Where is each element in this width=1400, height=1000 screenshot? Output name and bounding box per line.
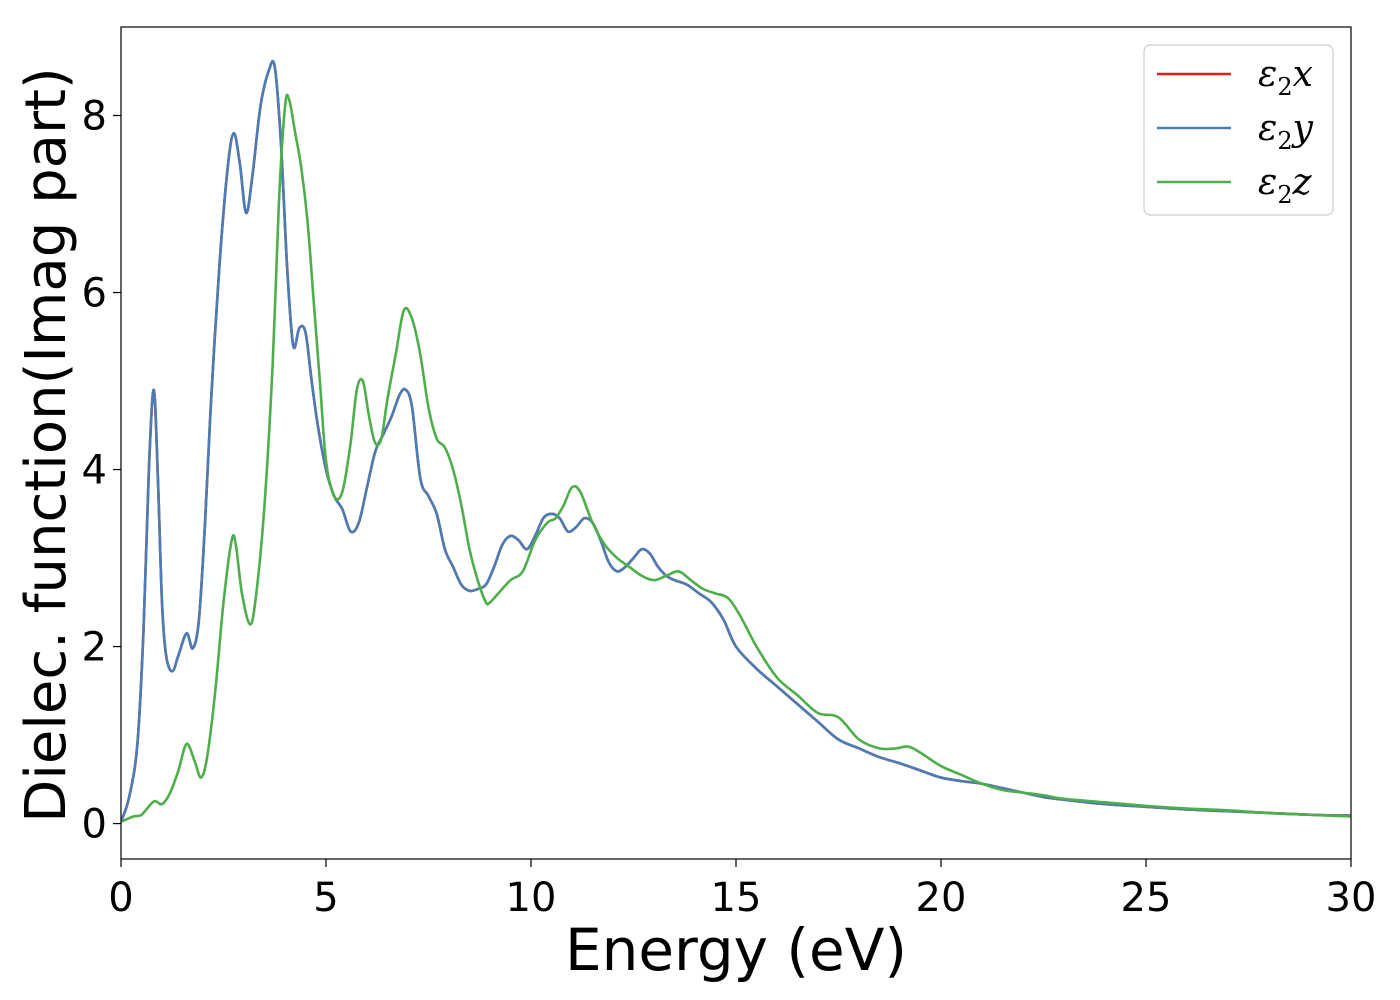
series-line-z <box>121 93 1351 824</box>
legend: ε2x ε2y ε2z <box>1143 44 1334 216</box>
x-tick-label: 15 <box>711 875 762 921</box>
x-tick-label: 10 <box>506 875 557 921</box>
x-tick-label: 30 <box>1326 875 1377 921</box>
legend-label-y: ε2y <box>1258 108 1314 155</box>
y-tick-label: 6 <box>82 271 107 317</box>
y-tick-label: 2 <box>82 625 107 671</box>
y-tick-label: 8 <box>82 94 107 140</box>
x-axis-title: Energy (eV) <box>565 916 907 984</box>
series-line-y <box>121 59 1351 823</box>
y-axis: 0 2 4 6 8 <box>82 94 121 848</box>
x-tick-label: 0 <box>108 875 133 921</box>
series-layer <box>121 59 1351 824</box>
y-tick-label: 4 <box>82 448 107 494</box>
legend-label-x: ε2x <box>1258 54 1313 101</box>
x-axis: 0 5 10 15 20 25 30 <box>108 859 1376 921</box>
x-tick-label: 20 <box>916 875 967 921</box>
legend-label-z: ε2z <box>1258 162 1313 209</box>
x-tick-label: 5 <box>313 875 338 921</box>
y-tick-label: 0 <box>82 802 107 848</box>
legend-box <box>1143 44 1334 216</box>
x-tick-label: 25 <box>1121 875 1172 921</box>
y-axis-title: Dielec. function(Imag part) <box>14 67 79 823</box>
